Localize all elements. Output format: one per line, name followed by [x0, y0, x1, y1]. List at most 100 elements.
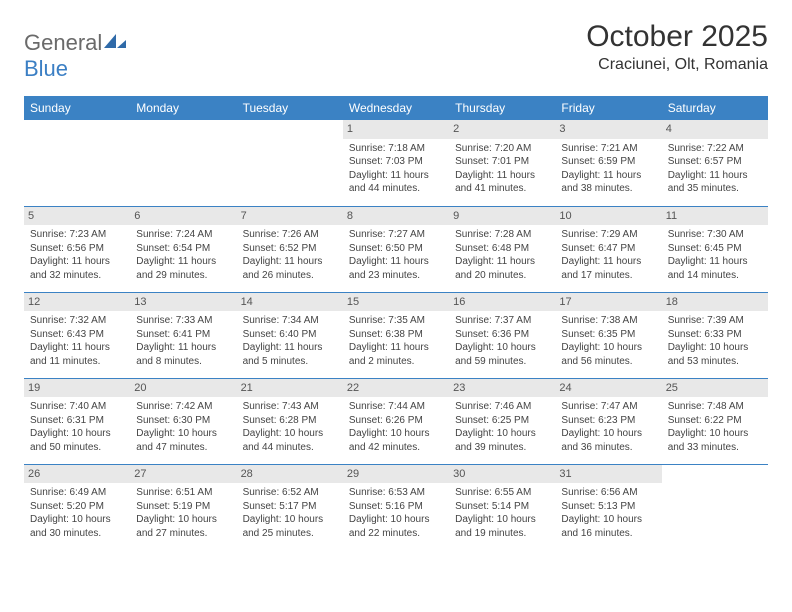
- day-info-line: Sunrise: 6:49 AM: [30, 486, 124, 500]
- day-info-line: and 56 minutes.: [561, 355, 655, 369]
- day-info-line: Sunrise: 7:27 AM: [349, 228, 443, 242]
- calendar-day-cell: 4Sunrise: 7:22 AMSunset: 6:57 PMDaylight…: [662, 120, 768, 206]
- calendar-day-cell: 14Sunrise: 7:34 AMSunset: 6:40 PMDayligh…: [237, 292, 343, 378]
- day-info-line: Daylight: 11 hours: [349, 341, 443, 355]
- weekday-header: Wednesday: [343, 96, 449, 120]
- calendar-day-cell: .: [24, 120, 130, 206]
- day-info-line: Sunrise: 7:24 AM: [136, 228, 230, 242]
- day-number: 21: [237, 379, 343, 398]
- day-number: 9: [449, 207, 555, 226]
- day-number: 8: [343, 207, 449, 226]
- calendar-day-cell: 26Sunrise: 6:49 AMSunset: 5:20 PMDayligh…: [24, 464, 130, 550]
- location-text: Craciunei, Olt, Romania: [586, 56, 768, 74]
- day-number: 4: [662, 120, 768, 139]
- day-info-line: Sunrise: 7:39 AM: [668, 314, 762, 328]
- title-block: October 2025 Craciunei, Olt, Romania: [586, 20, 768, 74]
- day-info-line: and 8 minutes.: [136, 355, 230, 369]
- day-info-line: Daylight: 11 hours: [561, 255, 655, 269]
- day-info-line: Sunrise: 7:42 AM: [136, 400, 230, 414]
- day-info-line: Sunset: 6:30 PM: [136, 414, 230, 428]
- calendar-day-cell: 8Sunrise: 7:27 AMSunset: 6:50 PMDaylight…: [343, 206, 449, 292]
- day-info-line: and 19 minutes.: [455, 527, 549, 541]
- day-info-line: Sunset: 6:48 PM: [455, 242, 549, 256]
- calendar-day-cell: 7Sunrise: 7:26 AMSunset: 6:52 PMDaylight…: [237, 206, 343, 292]
- calendar-week-row: 19Sunrise: 7:40 AMSunset: 6:31 PMDayligh…: [24, 378, 768, 464]
- day-number: 29: [343, 465, 449, 484]
- day-info-line: Sunset: 6:22 PM: [668, 414, 762, 428]
- calendar-day-cell: 30Sunrise: 6:55 AMSunset: 5:14 PMDayligh…: [449, 464, 555, 550]
- calendar-day-cell: 1Sunrise: 7:18 AMSunset: 7:03 PMDaylight…: [343, 120, 449, 206]
- day-info-line: Daylight: 10 hours: [243, 427, 337, 441]
- day-number: 26: [24, 465, 130, 484]
- day-number: 16: [449, 293, 555, 312]
- day-number: 27: [130, 465, 236, 484]
- day-number: 11: [662, 207, 768, 226]
- day-info-line: Daylight: 11 hours: [243, 255, 337, 269]
- calendar-week-row: 12Sunrise: 7:32 AMSunset: 6:43 PMDayligh…: [24, 292, 768, 378]
- calendar-day-cell: 31Sunrise: 6:56 AMSunset: 5:13 PMDayligh…: [555, 464, 661, 550]
- day-info-line: Sunrise: 7:38 AM: [561, 314, 655, 328]
- day-info-line: Sunset: 6:59 PM: [561, 155, 655, 169]
- day-info-line: Sunset: 5:13 PM: [561, 500, 655, 514]
- day-info-line: Sunset: 5:17 PM: [243, 500, 337, 514]
- day-info-line: Sunset: 6:35 PM: [561, 328, 655, 342]
- day-info-line: Daylight: 11 hours: [30, 255, 124, 269]
- day-number: 14: [237, 293, 343, 312]
- day-info-line: and 41 minutes.: [455, 182, 549, 196]
- weekday-header: Friday: [555, 96, 661, 120]
- day-info-line: Sunset: 6:33 PM: [668, 328, 762, 342]
- day-number: 20: [130, 379, 236, 398]
- calendar-day-cell: 16Sunrise: 7:37 AMSunset: 6:36 PMDayligh…: [449, 292, 555, 378]
- brand-name: GeneralBlue: [24, 30, 126, 82]
- calendar-day-cell: 21Sunrise: 7:43 AMSunset: 6:28 PMDayligh…: [237, 378, 343, 464]
- calendar-day-cell: 25Sunrise: 7:48 AMSunset: 6:22 PMDayligh…: [662, 378, 768, 464]
- day-info-line: Daylight: 10 hours: [455, 341, 549, 355]
- day-info-line: and 32 minutes.: [30, 269, 124, 283]
- day-info-line: and 14 minutes.: [668, 269, 762, 283]
- calendar-day-cell: 11Sunrise: 7:30 AMSunset: 6:45 PMDayligh…: [662, 206, 768, 292]
- day-info-line: Sunrise: 6:55 AM: [455, 486, 549, 500]
- day-info-line: and 17 minutes.: [561, 269, 655, 283]
- calendar-day-cell: .: [237, 120, 343, 206]
- day-info-line: and 53 minutes.: [668, 355, 762, 369]
- day-info-line: Sunrise: 7:22 AM: [668, 142, 762, 156]
- day-info-line: and 42 minutes.: [349, 441, 443, 455]
- day-info-line: Daylight: 10 hours: [136, 427, 230, 441]
- weekday-header: Monday: [130, 96, 236, 120]
- day-info-line: and 29 minutes.: [136, 269, 230, 283]
- day-info-line: Sunset: 7:03 PM: [349, 155, 443, 169]
- day-info-line: Sunrise: 7:26 AM: [243, 228, 337, 242]
- page-title: October 2025: [586, 20, 768, 54]
- brand-part1: General: [24, 30, 102, 55]
- day-info-line: Sunset: 6:47 PM: [561, 242, 655, 256]
- day-info-line: and 59 minutes.: [455, 355, 549, 369]
- calendar-day-cell: 2Sunrise: 7:20 AMSunset: 7:01 PMDaylight…: [449, 120, 555, 206]
- day-info-line: Daylight: 10 hours: [455, 427, 549, 441]
- day-info-line: Sunrise: 7:46 AM: [455, 400, 549, 414]
- day-info-line: Sunset: 6:31 PM: [30, 414, 124, 428]
- day-number: 5: [24, 207, 130, 226]
- day-info-line: Sunset: 6:41 PM: [136, 328, 230, 342]
- sail-icon: [104, 30, 126, 56]
- day-number: 7: [237, 207, 343, 226]
- day-info-line: Sunrise: 7:47 AM: [561, 400, 655, 414]
- day-info-line: and 44 minutes.: [349, 182, 443, 196]
- day-info-line: and 50 minutes.: [30, 441, 124, 455]
- day-info-line: Sunrise: 7:44 AM: [349, 400, 443, 414]
- calendar-body: ...1Sunrise: 7:18 AMSunset: 7:03 PMDayli…: [24, 120, 768, 550]
- day-info-line: Daylight: 10 hours: [455, 513, 549, 527]
- day-info-line: Daylight: 10 hours: [668, 341, 762, 355]
- calendar-day-cell: 15Sunrise: 7:35 AMSunset: 6:38 PMDayligh…: [343, 292, 449, 378]
- calendar-day-cell: 28Sunrise: 6:52 AMSunset: 5:17 PMDayligh…: [237, 464, 343, 550]
- day-info-line: Sunrise: 7:43 AM: [243, 400, 337, 414]
- day-info-line: and 23 minutes.: [349, 269, 443, 283]
- day-info-line: Sunrise: 7:48 AM: [668, 400, 762, 414]
- day-info-line: Sunrise: 6:51 AM: [136, 486, 230, 500]
- calendar-week-row: 5Sunrise: 7:23 AMSunset: 6:56 PMDaylight…: [24, 206, 768, 292]
- day-info-line: Daylight: 11 hours: [455, 255, 549, 269]
- day-info-line: Daylight: 11 hours: [136, 255, 230, 269]
- calendar-day-cell: 6Sunrise: 7:24 AMSunset: 6:54 PMDaylight…: [130, 206, 236, 292]
- calendar-day-cell: 22Sunrise: 7:44 AMSunset: 6:26 PMDayligh…: [343, 378, 449, 464]
- day-info-line: and 20 minutes.: [455, 269, 549, 283]
- day-info-line: Daylight: 11 hours: [136, 341, 230, 355]
